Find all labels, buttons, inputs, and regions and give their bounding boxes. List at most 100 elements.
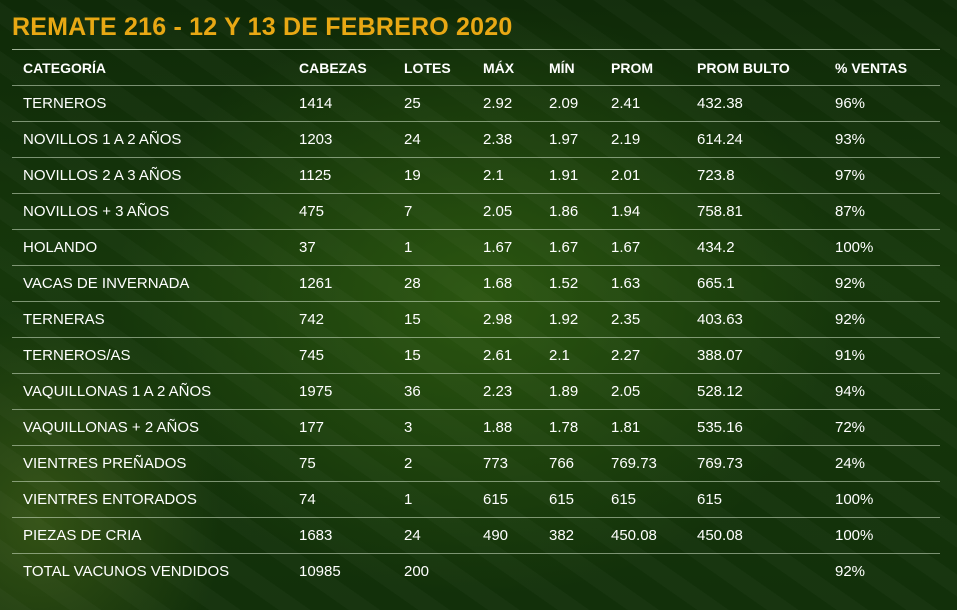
cell-lotes: 1: [393, 229, 472, 266]
cell-categoria: NOVILLOS 2 A 3 AÑOS: [12, 157, 288, 194]
cell-categoria: NOVILLOS 1 A 2 AÑOS: [12, 121, 288, 158]
cell-max: 490: [472, 517, 538, 554]
cell-min: 1.89: [538, 373, 600, 410]
cell-prom-bulto: 403.63: [686, 301, 824, 338]
table-row: HOLANDO 37 1 1.67 1.67 1.67 434.2 100%: [12, 229, 940, 266]
cell-prom-bulto: 450.08: [686, 517, 824, 554]
table-row: NOVILLOS 1 A 2 AÑOS 1203 24 2.38 1.97 2.19 614…: [12, 121, 940, 158]
header-row: CATEGORÍA CABEZAS LOTES MÁX MÍN PROM PROM BULT…: [12, 49, 940, 86]
auction-results-panel: REMATE 216 - 12 Y 13 DE FEBRERO 2020 CAT…: [12, 8, 940, 590]
cell-categoria: TERNEROS: [12, 85, 288, 122]
cell-ventas: 87%: [824, 193, 940, 230]
cell-cabezas: 1975: [288, 373, 393, 410]
cell-min: 382: [538, 517, 600, 554]
header-prom: PROM: [600, 49, 686, 86]
cell-cabezas: 1203: [288, 121, 393, 158]
cell-prom-bulto: 769.73: [686, 445, 824, 482]
cell-cabezas: 475: [288, 193, 393, 230]
cell-min: 1.97: [538, 121, 600, 158]
cell-categoria: TOTAL VACUNOS VENDIDOS: [12, 553, 288, 590]
header-min: MÍN: [538, 49, 600, 86]
header-categoria: CATEGORÍA: [12, 49, 288, 86]
table-row: PIEZAS DE CRIA 1683 24 490 382 450.08 450.08 10…: [12, 517, 940, 554]
cell-max: 2.92: [472, 85, 538, 122]
cell-max: 773: [472, 445, 538, 482]
cell-prom-bulto: 432.38: [686, 85, 824, 122]
table-row: NOVILLOS 2 A 3 AÑOS 1125 19 2.1 1.91 2.01 723.…: [12, 157, 940, 194]
cell-max: 2.38: [472, 121, 538, 158]
cell-prom: 450.08: [600, 517, 686, 554]
cell-lotes: 7: [393, 193, 472, 230]
cell-ventas: 94%: [824, 373, 940, 410]
cell-ventas: 91%: [824, 337, 940, 374]
table-row: VAQUILLONAS + 2 AÑOS 177 3 1.88 1.78 1.81 535.…: [12, 409, 940, 446]
cell-max: 2.61: [472, 337, 538, 374]
cell-prom-bulto: 665.1: [686, 265, 824, 302]
cell-prom: 2.27: [600, 337, 686, 374]
cell-ventas: 97%: [824, 157, 940, 194]
cell-lotes: 1: [393, 481, 472, 518]
cell-categoria: NOVILLOS + 3 AÑOS: [12, 193, 288, 230]
cell-max: 615: [472, 481, 538, 518]
cell-prom: 1.81: [600, 409, 686, 446]
table-row: VIENTRES PREÑADOS 75 2 773 766 769.73 769.73 24…: [12, 445, 940, 482]
cell-cabezas: 1683: [288, 517, 393, 554]
cell-lotes: 25: [393, 85, 472, 122]
cell-prom: 1.67: [600, 229, 686, 266]
cell-prom-bulto: 615: [686, 481, 824, 518]
cell-min: 766: [538, 445, 600, 482]
cell-min: 1.67: [538, 229, 600, 266]
cell-cabezas: 75: [288, 445, 393, 482]
cell-lotes: 200: [393, 553, 472, 590]
cell-cabezas: 1125: [288, 157, 393, 194]
cell-prom: 2.35: [600, 301, 686, 338]
header-cabezas: CABEZAS: [288, 49, 393, 86]
cell-lotes: 24: [393, 121, 472, 158]
total-row: TOTAL VACUNOS VENDIDOS 10985 200 92%: [12, 553, 940, 590]
cell-prom-bulto: [686, 553, 824, 590]
cell-categoria: HOLANDO: [12, 229, 288, 266]
cell-prom: 2.19: [600, 121, 686, 158]
cell-ventas: 100%: [824, 229, 940, 266]
cell-ventas: 92%: [824, 553, 940, 590]
cell-lotes: 2: [393, 445, 472, 482]
cell-min: 1.78: [538, 409, 600, 446]
cell-ventas: 72%: [824, 409, 940, 446]
cell-lotes: 24: [393, 517, 472, 554]
cell-categoria: TERNERAS: [12, 301, 288, 338]
cell-min: 2.09: [538, 85, 600, 122]
cell-prom-bulto: 434.2: [686, 229, 824, 266]
cell-prom: 1.63: [600, 265, 686, 302]
table-row: TERNEROS 1414 25 2.92 2.09 2.41 432.38 96%: [12, 85, 940, 122]
cell-cabezas: 10985: [288, 553, 393, 590]
cell-ventas: 96%: [824, 85, 940, 122]
cell-categoria: VAQUILLONAS 1 A 2 AÑOS: [12, 373, 288, 410]
cell-lotes: 19: [393, 157, 472, 194]
cell-cabezas: 37: [288, 229, 393, 266]
cell-max: 1.67: [472, 229, 538, 266]
cell-prom: 2.41: [600, 85, 686, 122]
table-row: TERNEROS/AS 745 15 2.61 2.1 2.27 388.07 91%: [12, 337, 940, 374]
header-prom-bulto: PROM BULTO: [686, 49, 824, 86]
cell-prom-bulto: 723.8: [686, 157, 824, 194]
cell-ventas: 93%: [824, 121, 940, 158]
cell-lotes: 36: [393, 373, 472, 410]
cell-lotes: 15: [393, 301, 472, 338]
table-row: NOVILLOS + 3 AÑOS 475 7 2.05 1.86 1.94 758.81 8…: [12, 193, 940, 230]
cell-prom-bulto: 758.81: [686, 193, 824, 230]
cell-min: [538, 553, 600, 590]
table-row: VACAS DE INVERNADA 1261 28 1.68 1.52 1.63 665.…: [12, 265, 940, 302]
cell-min: 2.1: [538, 337, 600, 374]
cell-max: 1.68: [472, 265, 538, 302]
table-body: TERNEROS 1414 25 2.92 2.09 2.41 432.38 96% NOVIL…: [12, 85, 940, 590]
cell-ventas: 100%: [824, 517, 940, 554]
table-header: CATEGORÍA CABEZAS LOTES MÁX MÍN PROM PROM BULT…: [12, 49, 940, 86]
cell-lotes: 28: [393, 265, 472, 302]
cell-prom: 2.01: [600, 157, 686, 194]
cell-prom-bulto: 535.16: [686, 409, 824, 446]
cell-prom: 1.94: [600, 193, 686, 230]
cell-categoria: VACAS DE INVERNADA: [12, 265, 288, 302]
header-ventas: % VENTAS: [824, 49, 940, 86]
header-max: MÁX: [472, 49, 538, 86]
cell-prom: 769.73: [600, 445, 686, 482]
